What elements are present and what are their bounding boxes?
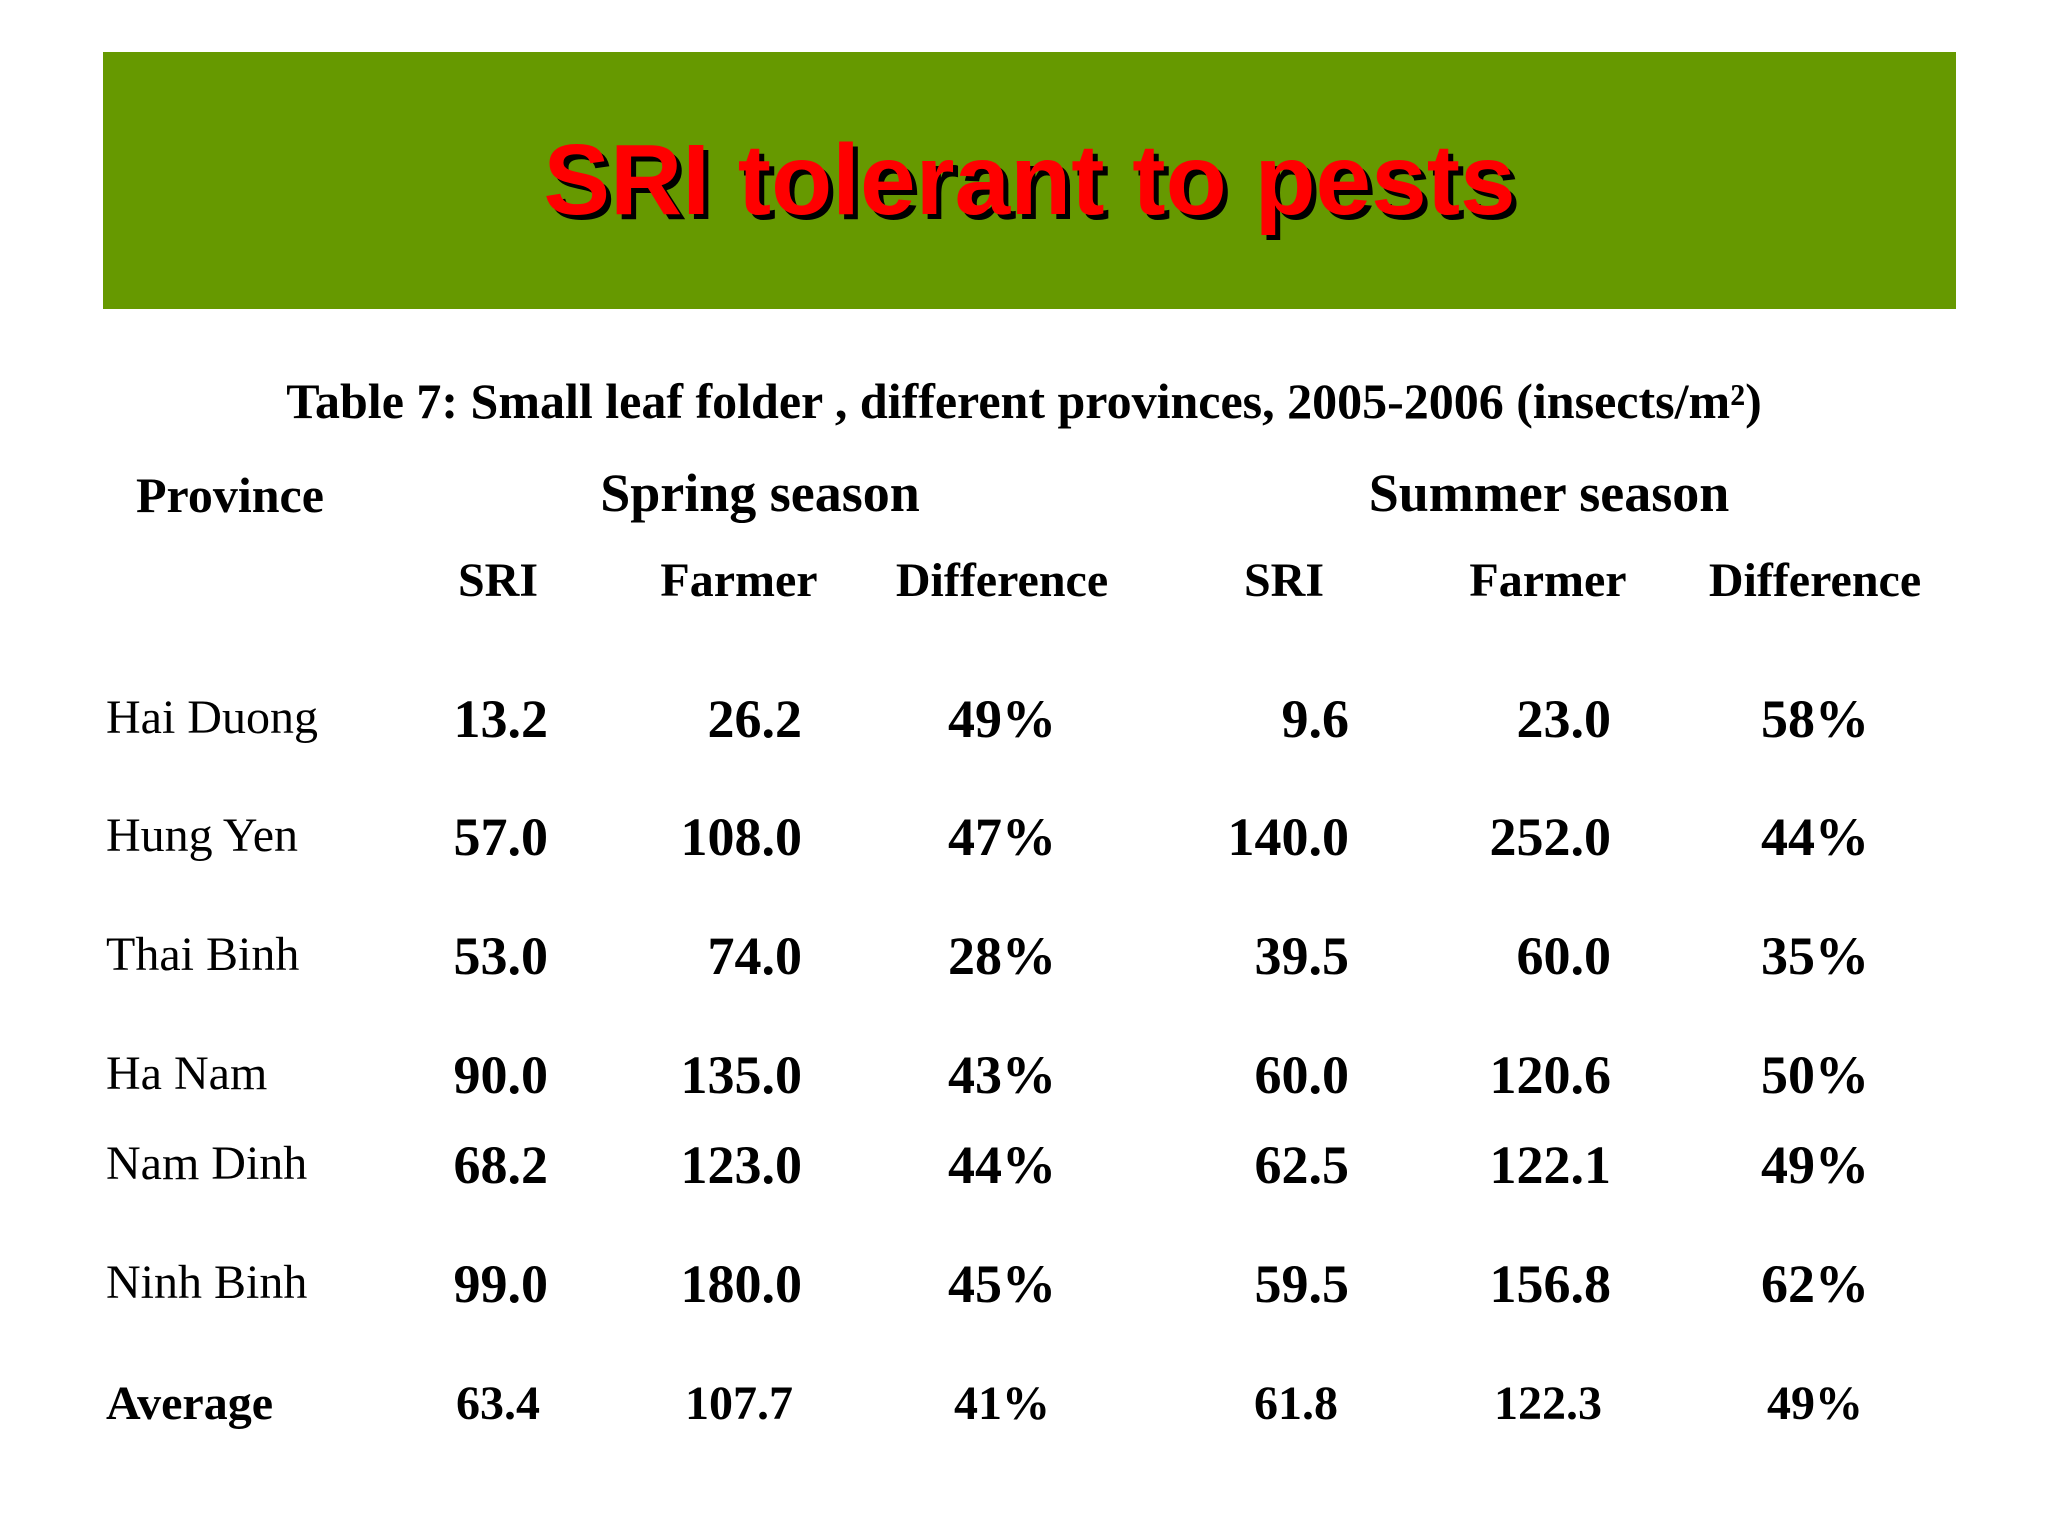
spring-difference-cell: 44% [948, 1135, 1056, 1195]
spring-difference-cell: 45% [948, 1254, 1056, 1314]
province-header: Province [136, 467, 324, 523]
summer-farmer-cell: 120.6 [1489, 1045, 1612, 1105]
spring-farmer-header: Farmer [660, 554, 818, 607]
summer-difference-cell: 62% [1761, 1254, 1869, 1314]
summer-farmer-cell: 122.1 [1489, 1135, 1612, 1195]
province-cell: Thai Binh [106, 928, 300, 981]
province-cell: Hung Yen [106, 809, 299, 862]
slide-title: SRI tolerant to pests [543, 124, 1516, 236]
summer-farmer-header: Farmer [1469, 554, 1627, 607]
province-cell: Ninh Binh [106, 1256, 308, 1309]
avg-spring-difference-cell: 41% [954, 1377, 1050, 1430]
spring-sri-cell: 68.2 [453, 1135, 549, 1195]
spring-farmer-cell: 135.0 [680, 1045, 803, 1105]
spring-difference-cell: 49% [948, 689, 1056, 749]
avg-spring-sri-cell: 63.4 [456, 1377, 540, 1430]
average-label: Average [106, 1377, 274, 1430]
summer-farmer-cell: 23.0 [1516, 689, 1612, 749]
summer-sri-cell: 39.5 [1254, 926, 1350, 986]
spring-farmer-cell: 123.0 [680, 1135, 803, 1195]
spring-farmer-cell: 108.0 [680, 807, 803, 867]
summer-sri-cell: 60.0 [1254, 1045, 1350, 1105]
spring-difference-cell: 47% [948, 807, 1056, 867]
summer-difference-cell: 44% [1761, 807, 1869, 867]
spring-sri-cell: 57.0 [453, 807, 549, 867]
summer-sri-cell: 9.6 [1281, 689, 1350, 749]
avg-summer-sri-cell: 61.8 [1254, 1377, 1338, 1430]
spring-sri-cell: 99.0 [453, 1254, 549, 1314]
summer-sri-cell: 140.0 [1227, 807, 1350, 867]
spring-sri-header: SRI [457, 554, 539, 607]
table-caption: Table 7: Small leaf folder , different p… [286, 373, 1762, 429]
summer-sri-header: SRI [1243, 554, 1325, 607]
spring-farmer-cell: 74.0 [707, 926, 803, 986]
avg-summer-difference-cell: 49% [1767, 1377, 1863, 1430]
summer-farmer-cell: 252.0 [1489, 807, 1612, 867]
province-cell: Hai Duong [106, 691, 318, 744]
spring-farmer-cell: 180.0 [680, 1254, 803, 1314]
spring-farmer-cell: 26.2 [707, 689, 803, 749]
spring-sri-cell: 90.0 [453, 1045, 549, 1105]
spring-difference-header: Difference [895, 554, 1109, 607]
summer-difference-cell: 58% [1761, 689, 1869, 749]
avg-summer-farmer-cell: 122.3 [1494, 1377, 1602, 1430]
spring-sri-cell: 13.2 [453, 689, 549, 749]
spring-difference-cell: 43% [948, 1045, 1056, 1105]
spring-sri-cell: 53.0 [453, 926, 549, 986]
summer-difference-header: Difference [1708, 554, 1922, 607]
spring-season-header: Spring season [600, 463, 920, 523]
summer-sri-cell: 59.5 [1254, 1254, 1350, 1314]
summer-difference-cell: 50% [1761, 1045, 1869, 1105]
summer-difference-cell: 49% [1761, 1135, 1869, 1195]
spring-difference-cell: 28% [948, 926, 1056, 986]
avg-spring-farmer-cell: 107.7 [685, 1377, 793, 1430]
province-cell: Nam Dinh [106, 1137, 308, 1190]
summer-farmer-cell: 156.8 [1489, 1254, 1612, 1314]
title-banner: SRI tolerant to pests [103, 52, 1956, 309]
province-cell: Ha Nam [106, 1047, 268, 1100]
summer-difference-cell: 35% [1761, 926, 1869, 986]
summer-sri-cell: 62.5 [1254, 1135, 1350, 1195]
summer-farmer-cell: 60.0 [1516, 926, 1612, 986]
summer-season-header: Summer season [1368, 463, 1730, 523]
